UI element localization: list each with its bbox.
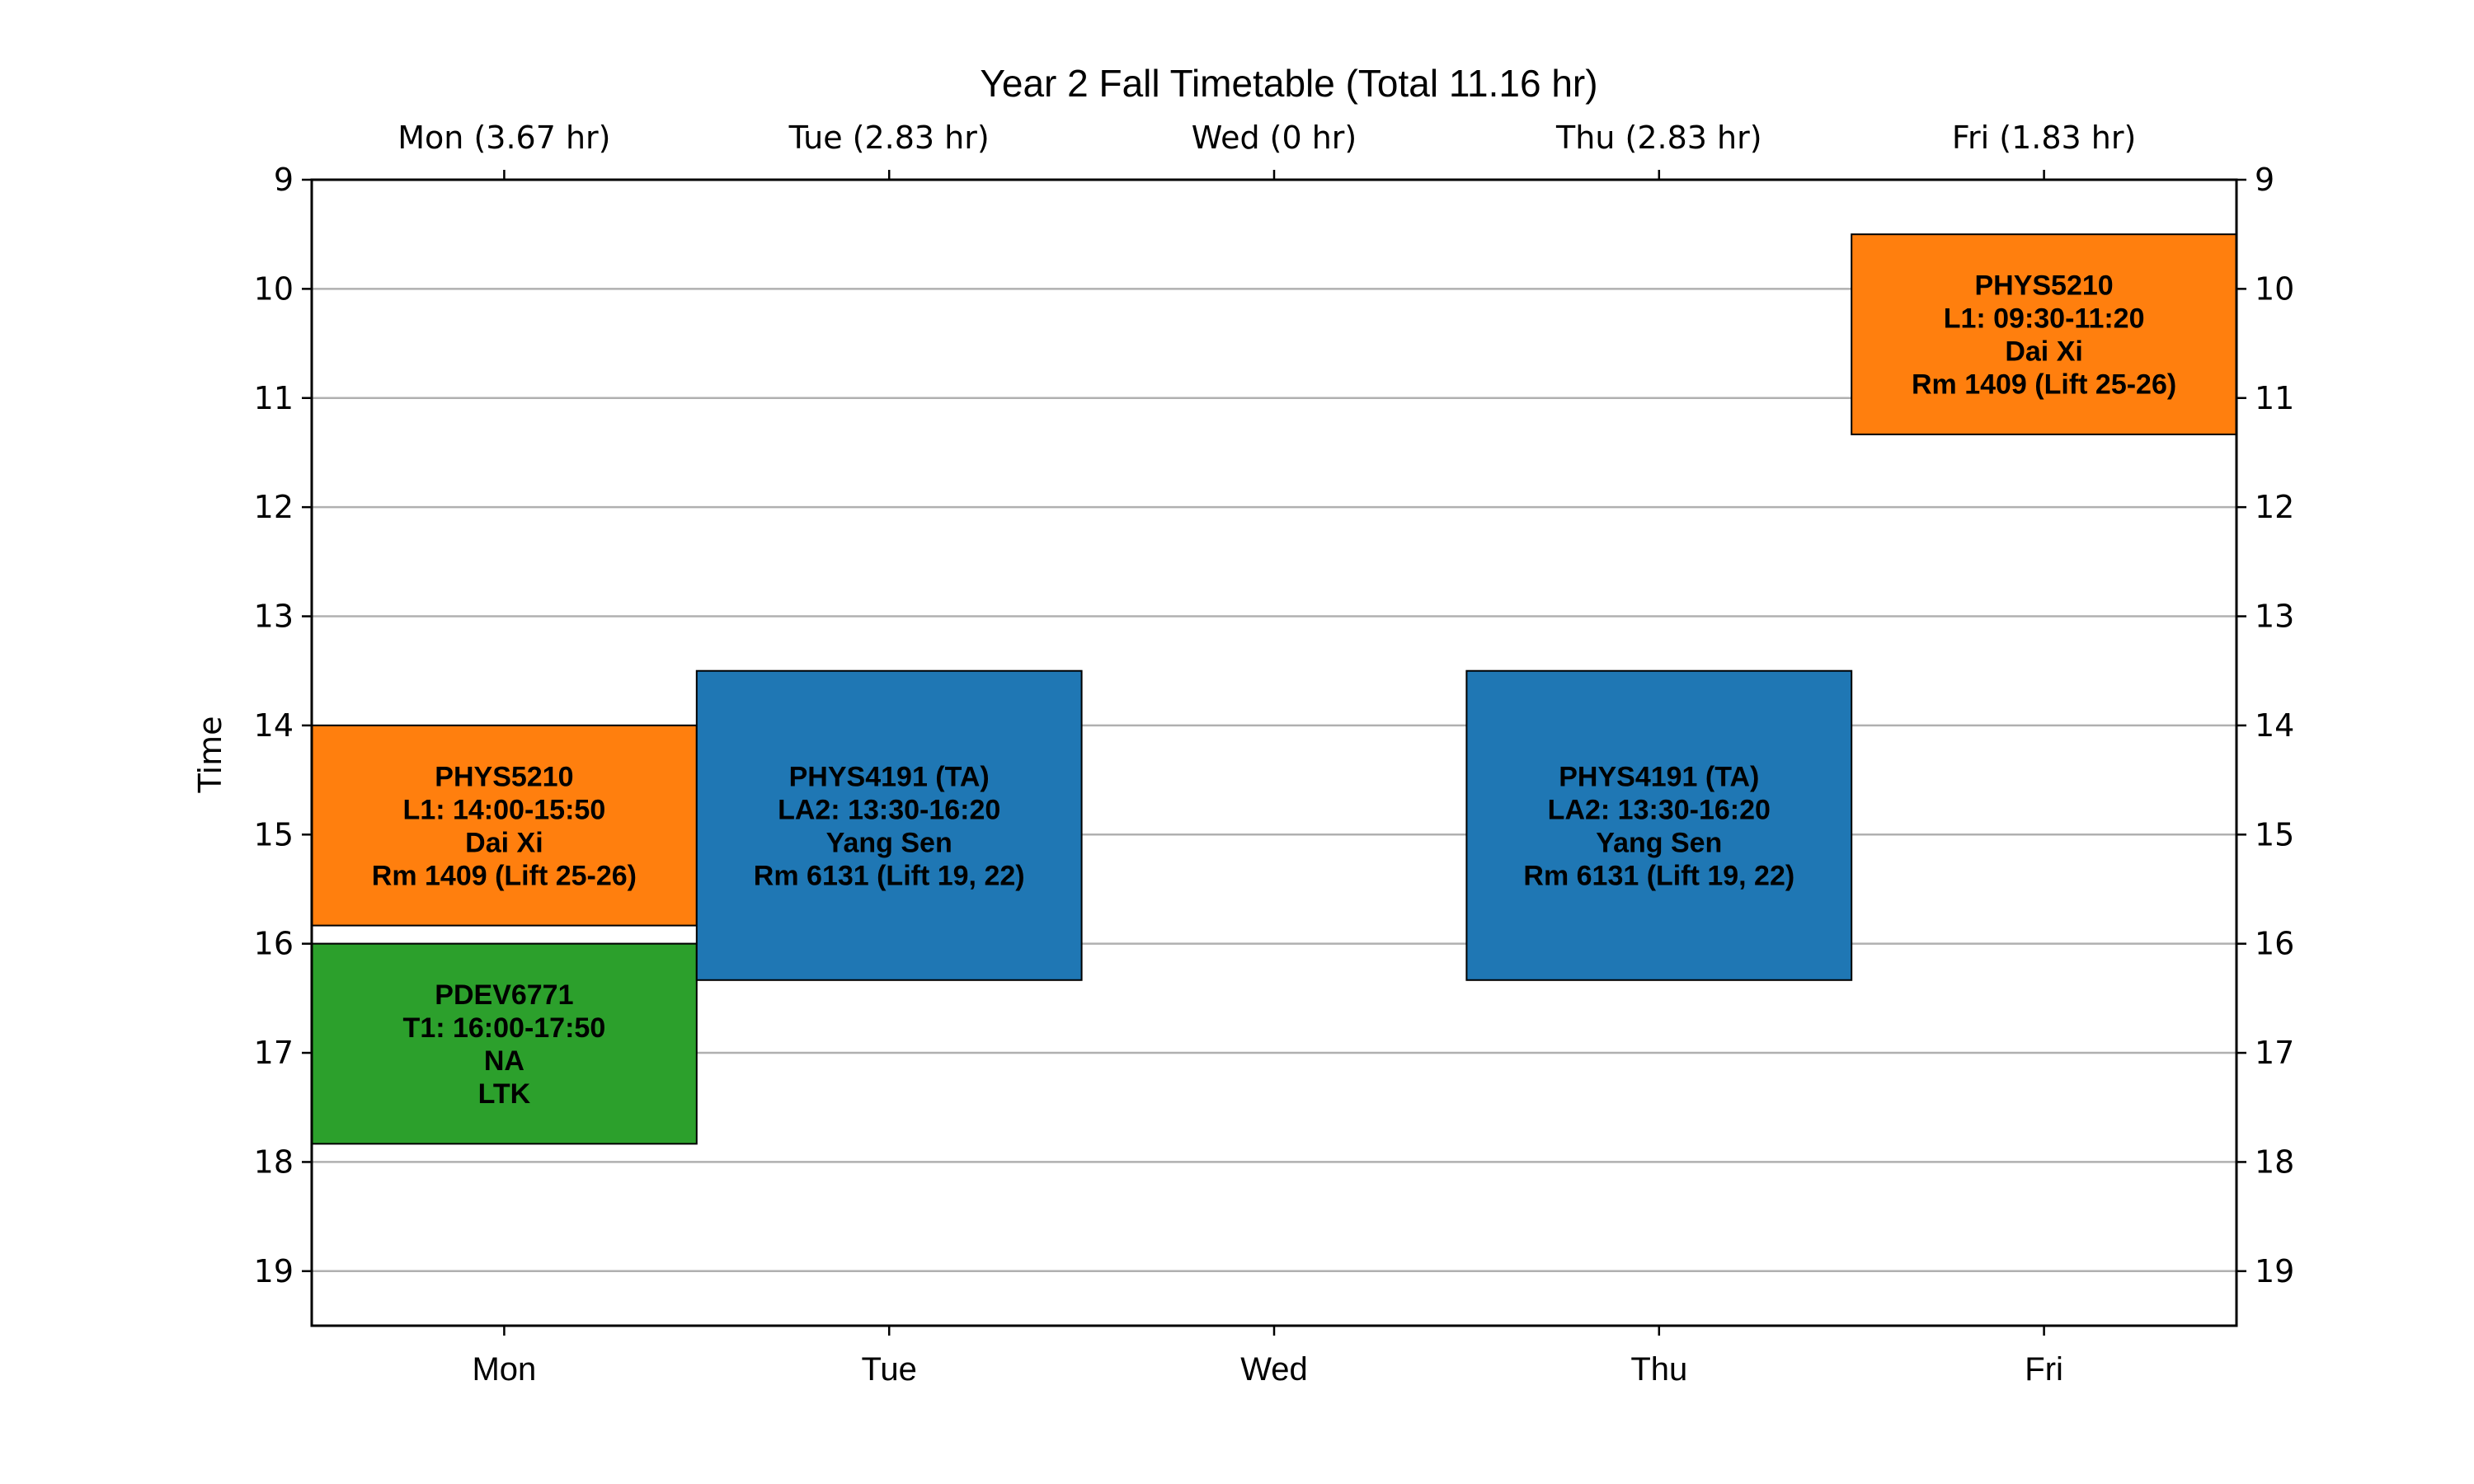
x-tick-label-top: Fri (1.83 hr) [1952, 120, 2136, 156]
y-tick-label-left: 13 [254, 599, 294, 635]
x-tick-label-bottom: Tue [861, 1351, 916, 1388]
event-label-line: LTK [478, 1078, 531, 1110]
y-tick-label-right: 10 [2255, 270, 2294, 307]
event-label-line: PHYS5210 [435, 761, 573, 792]
event-label-line: Yang Sen [826, 827, 952, 858]
event-label-line: LA2: 13:30-16:20 [778, 794, 1000, 825]
event-label-line: PDEV6771 [435, 979, 573, 1011]
event-label-line: Dai Xi [2005, 336, 2082, 368]
y-tick-label-right: 15 [2255, 816, 2294, 852]
y-tick-label-right: 17 [2255, 1035, 2294, 1071]
y-tick-label-right: 19 [2255, 1253, 2294, 1289]
event-bar [695, 669, 1083, 981]
y-axis-label: Time [192, 716, 228, 794]
event-label-line: LA2: 13:30-16:20 [1548, 794, 1771, 825]
x-tick-label-top: Thu (2.83 hr) [1555, 120, 1762, 156]
y-tick-label-right: 13 [2255, 599, 2294, 635]
event-label-line: L1: 14:00-15:50 [403, 794, 606, 825]
y-tick-label-right: 9 [2255, 162, 2274, 198]
y-tick-label-left: 17 [254, 1035, 294, 1071]
y-tick-label-left: 12 [254, 489, 294, 525]
y-tick-label-right: 18 [2255, 1144, 2294, 1180]
y-tick-label-left: 15 [254, 816, 294, 852]
x-tick-label-bottom: Thu [1630, 1351, 1687, 1388]
x-tick-label-top: Wed (0 hr) [1192, 120, 1357, 156]
y-tick-label-left: 10 [254, 270, 294, 307]
event-label-line: Rm 1409 (Lift 25-26) [1912, 369, 2176, 401]
x-tick-label-bottom: Fri [2025, 1351, 2063, 1388]
event-label-line: Rm 1409 (Lift 25-26) [372, 860, 637, 891]
y-tick-label-right: 12 [2255, 489, 2294, 525]
event-label-line: PHYS5210 [1974, 270, 2113, 302]
event-label-line: Rm 6131 (Lift 19, 22) [754, 860, 1025, 891]
event-label-line: Dai Xi [465, 827, 543, 858]
y-tick-label-right: 16 [2255, 926, 2294, 962]
axes: 9 9 10 10 11 11 12 12 13 13 14 14 15 15 16 16 17 17 18 18 19… [254, 120, 2295, 1388]
y-tick-label-left: 18 [254, 1144, 294, 1180]
event-label-line: PHYS4191 (TA) [789, 761, 990, 792]
y-tick-label-left: 19 [254, 1253, 294, 1289]
event-label-line: T1: 16:00-17:50 [403, 1012, 606, 1044]
event-label-line: NA [484, 1045, 524, 1077]
event-label-line: Yang Sen [1596, 827, 1722, 858]
x-tick-label-top: Mon (3.67 hr) [397, 120, 610, 156]
y-tick-label-left: 14 [254, 707, 294, 744]
event-bar [311, 942, 698, 1145]
y-tick-label-left: 11 [254, 380, 294, 416]
y-tick-label-left: 16 [254, 926, 294, 962]
event-bar [1851, 233, 2237, 435]
x-tick-label-bottom: Mon [472, 1351, 536, 1388]
y-tick-label-left: 9 [274, 162, 294, 198]
event-label-line: L1: 09:30-11:20 [1944, 303, 2145, 335]
event-bar [1465, 669, 1853, 981]
y-tick-label-right: 11 [2255, 380, 2294, 416]
chart-title: Year 2 Fall Timetable (Total 11.16 hr) [980, 62, 1597, 105]
x-tick-label-top: Tue (2.83 hr) [788, 120, 990, 156]
y-tick-label-right: 14 [2255, 707, 2294, 744]
event-label-line: PHYS4191 (TA) [1559, 761, 1759, 792]
event-label-line: Rm 6131 (Lift 19, 22) [1523, 860, 1794, 891]
x-tick-label-bottom: Wed [1240, 1351, 1308, 1388]
event-bar [311, 724, 698, 927]
